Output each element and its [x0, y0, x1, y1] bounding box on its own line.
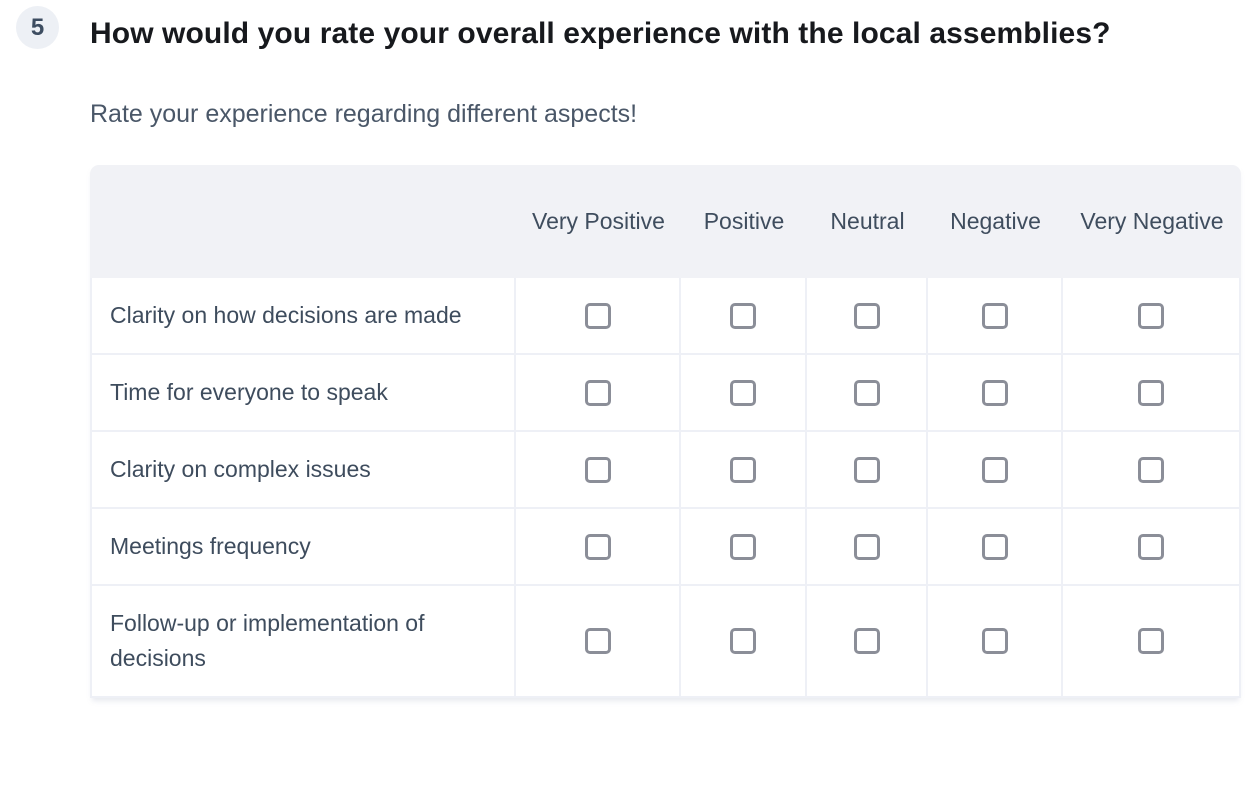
matrix-cell — [516, 509, 681, 586]
matrix-row-time-for-everyone-to-speak: Time for everyone to speak — [90, 355, 1241, 432]
matrix-cell — [928, 586, 1063, 698]
checkbox-meetings-frequency-positive[interactable] — [730, 533, 756, 560]
row-label: Follow-up or implementation of decisions — [90, 586, 516, 698]
matrix-cell — [681, 586, 807, 698]
checkbox-clarity-on-complex-issues-negative[interactable] — [981, 456, 1008, 483]
checkbox-follow-up-or-implementation-of-decisions-positive[interactable] — [730, 628, 756, 654]
checkbox-time-for-everyone-to-speak-neutral[interactable] — [853, 379, 880, 406]
matrix-cell — [1063, 586, 1241, 698]
matrix-cell — [516, 586, 681, 698]
matrix-cell — [681, 278, 807, 355]
checkbox-time-for-everyone-to-speak-positive[interactable] — [730, 379, 756, 406]
checkbox-clarity-on-how-decisions-are-made-positive[interactable] — [730, 302, 756, 329]
matrix-corner-cell — [90, 165, 516, 278]
matrix-cell — [681, 355, 807, 432]
matrix-header-row: Very Positive Positive Neutral Negative Very… — [90, 165, 1241, 278]
matrix-cell — [807, 355, 928, 432]
matrix-question: Very Positive Positive Neutral Negative Very… — [90, 165, 1241, 698]
matrix-row-follow-up-or-implementation-of-decisions: Follow-up or implementation of decisions — [90, 586, 1241, 698]
matrix-row-clarity-on-how-decisions-are-made: Clarity on how decisions are made — [90, 278, 1241, 355]
question-title: How would you rate your overall experien… — [90, 17, 1111, 50]
matrix-cell — [1063, 432, 1241, 509]
matrix-row-meetings-frequency: Meetings frequency — [90, 509, 1241, 586]
checkbox-clarity-on-how-decisions-are-made-very-negative[interactable] — [1138, 302, 1164, 329]
checkbox-follow-up-or-implementation-of-decisions-negative[interactable] — [981, 628, 1008, 654]
checkbox-follow-up-or-implementation-of-decisions-very-negative[interactable] — [1138, 628, 1164, 654]
checkbox-clarity-on-complex-issues-neutral[interactable] — [853, 456, 880, 483]
checkbox-clarity-on-complex-issues-very-negative[interactable] — [1138, 456, 1164, 483]
matrix-cell — [807, 432, 928, 509]
question-number-badge: 5 — [16, 6, 59, 49]
checkbox-meetings-frequency-very-negative[interactable] — [1138, 533, 1164, 560]
matrix-cell — [928, 509, 1063, 586]
checkbox-time-for-everyone-to-speak-very-negative[interactable] — [1138, 379, 1164, 406]
checkbox-meetings-frequency-very-positive[interactable] — [584, 533, 611, 560]
row-label: Clarity on complex issues — [90, 432, 516, 509]
matrix-cell — [1063, 278, 1241, 355]
matrix-cell — [807, 509, 928, 586]
matrix-cell — [928, 355, 1063, 432]
checkbox-follow-up-or-implementation-of-decisions-very-positive[interactable] — [584, 628, 611, 654]
row-label: Meetings frequency — [90, 509, 516, 586]
matrix-cell — [1063, 355, 1241, 432]
checkbox-clarity-on-complex-issues-very-positive[interactable] — [584, 456, 611, 483]
checkbox-follow-up-or-implementation-of-decisions-neutral[interactable] — [853, 628, 880, 654]
checkbox-time-for-everyone-to-speak-negative[interactable] — [981, 379, 1008, 406]
checkbox-clarity-on-how-decisions-are-made-neutral[interactable] — [853, 302, 880, 329]
checkbox-clarity-on-complex-issues-positive[interactable] — [730, 456, 756, 483]
matrix-cell — [807, 586, 928, 698]
column-header-very-positive: Very Positive — [516, 165, 681, 278]
matrix-row-clarity-on-complex-issues: Clarity on complex issues — [90, 432, 1241, 509]
matrix-cell — [681, 432, 807, 509]
row-label: Clarity on how decisions are made — [90, 278, 516, 355]
matrix-cell — [807, 278, 928, 355]
column-header-neutral: Neutral — [807, 165, 928, 278]
column-header-very-negative: Very Negative — [1063, 165, 1241, 278]
matrix-body: Clarity on how decisions are made Time fo… — [90, 278, 1241, 698]
matrix-cell — [928, 432, 1063, 509]
matrix-cell — [928, 278, 1063, 355]
question-subtitle: Rate your experience regarding different… — [90, 100, 638, 128]
checkbox-clarity-on-how-decisions-are-made-very-positive[interactable] — [584, 302, 611, 329]
checkbox-meetings-frequency-neutral[interactable] — [853, 533, 880, 560]
column-header-positive: Positive — [681, 165, 807, 278]
checkbox-time-for-everyone-to-speak-very-positive[interactable] — [584, 379, 611, 406]
matrix-cell — [516, 432, 681, 509]
matrix-cell — [1063, 509, 1241, 586]
column-header-negative: Negative — [928, 165, 1063, 278]
matrix-cell — [516, 355, 681, 432]
row-label: Time for everyone to speak — [90, 355, 516, 432]
matrix-table: Very Positive Positive Neutral Negative Very… — [90, 165, 1241, 698]
checkbox-meetings-frequency-negative[interactable] — [981, 533, 1008, 560]
matrix-cell — [681, 509, 807, 586]
checkbox-clarity-on-how-decisions-are-made-negative[interactable] — [981, 302, 1008, 329]
matrix-cell — [516, 278, 681, 355]
